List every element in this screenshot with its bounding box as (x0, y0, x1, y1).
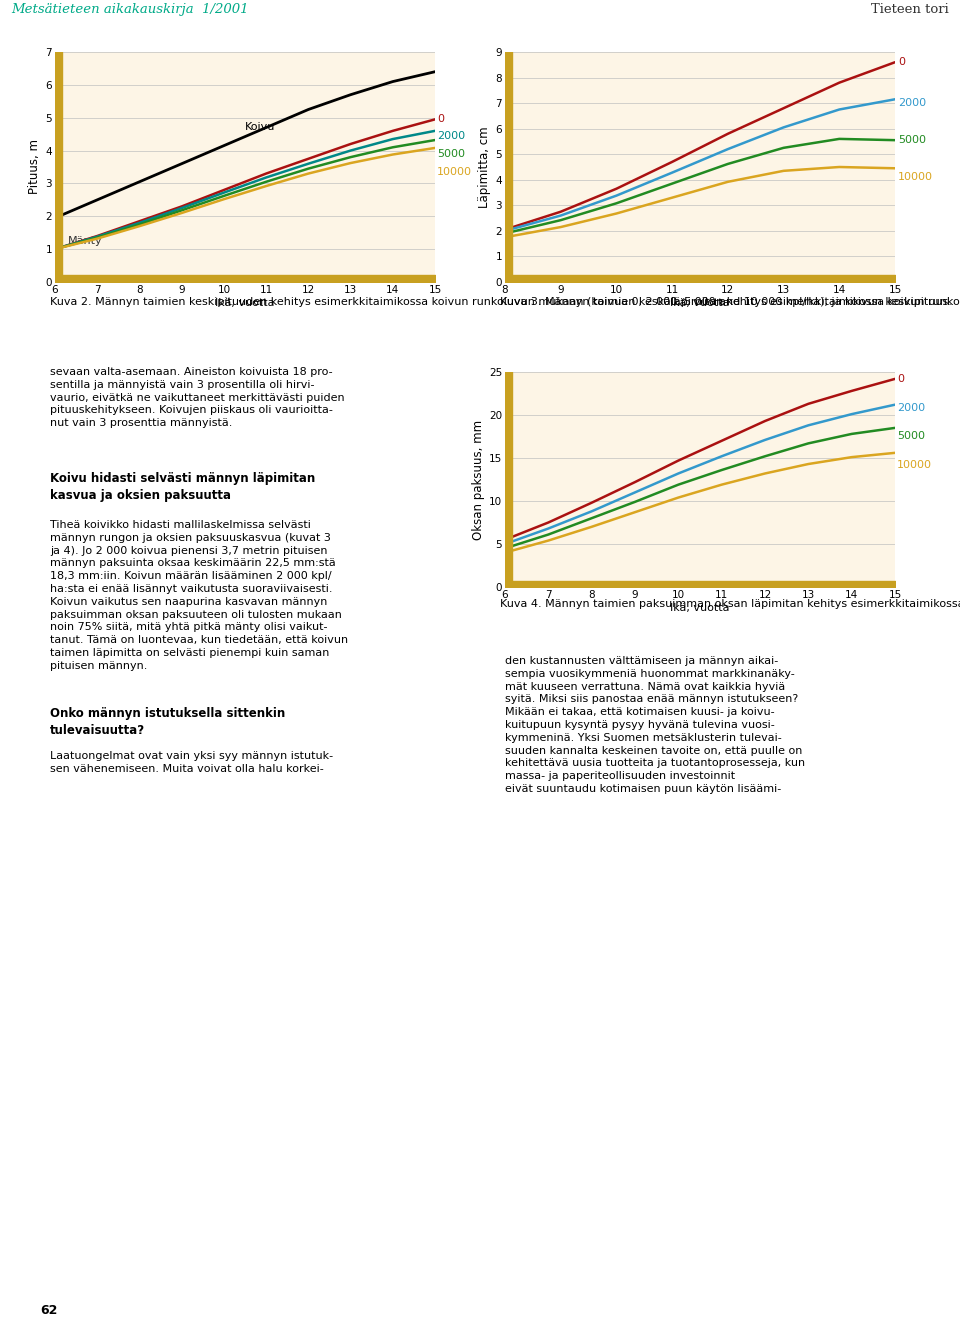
Text: 10000: 10000 (898, 460, 932, 470)
Text: 2000: 2000 (898, 98, 925, 108)
Y-axis label: Oksan paksuus, mm: Oksan paksuus, mm (471, 420, 485, 540)
X-axis label: Ikä, vuotta: Ikä, vuotta (670, 298, 730, 307)
Text: Mänty: Mänty (67, 237, 103, 246)
Text: 5000: 5000 (437, 149, 465, 159)
X-axis label: Ikä, vuotta: Ikä, vuotta (670, 602, 730, 613)
Text: 62: 62 (40, 1304, 58, 1317)
Text: Koivu hidasti selvästi männyn läpimitan
kasvua ja oksien paksuutta: Koivu hidasti selvästi männyn läpimitan … (50, 472, 315, 501)
Text: 0: 0 (898, 373, 904, 384)
Text: 0: 0 (437, 114, 444, 125)
Text: 10000: 10000 (898, 173, 933, 182)
Text: Kuva 2. Männyn taimien keskipituuden kehitys esimerkkitaimikossa koivun runkoluv: Kuva 2. Männyn taimien keskipituuden keh… (50, 296, 952, 307)
X-axis label: Ikä, vuotta: Ikä, vuotta (215, 298, 275, 307)
Text: 10000: 10000 (437, 167, 472, 177)
Text: den kustannusten välttämiseen ja männyn aikai-
sempia vuosikymmeniä huonommat ma: den kustannusten välttämiseen ja männyn … (505, 657, 805, 793)
Text: 5000: 5000 (898, 136, 925, 145)
Text: Metsätieteen aikakauskirja  1/2001: Metsätieteen aikakauskirja 1/2001 (12, 4, 249, 16)
Text: Laatuongelmat ovat vain yksi syy männyn istutuk-
sen vähenemiseen. Muita voivat : Laatuongelmat ovat vain yksi syy männyn … (50, 751, 333, 773)
Text: Tiheä koivikko hidasti mallilaskelmissa selvästi
männyn rungon ja oksien paksuus: Tiheä koivikko hidasti mallilaskelmissa … (50, 520, 348, 671)
Text: 2000: 2000 (437, 130, 466, 141)
Text: Kuva 3. Männyn taimien keskäläpimitan kehitys esimerkkitaimikossa koivun runkolu: Kuva 3. Männyn taimien keskäläpimitan ke… (500, 296, 960, 307)
Text: Tieteen tori: Tieteen tori (871, 4, 948, 16)
Y-axis label: Läpimitta, cm: Läpimitta, cm (478, 126, 492, 207)
Text: Koivu: Koivu (245, 122, 276, 132)
Y-axis label: Pituus, m: Pituus, m (29, 140, 41, 194)
Text: Kuva 4. Männyn taimien paksuimman oksan läpimitan kehitys esimerkkitaimikossa ko: Kuva 4. Männyn taimien paksuimman oksan … (500, 599, 960, 609)
Text: Onko männyn istutuksella sittenkin
tulevaisuutta?: Onko männyn istutuksella sittenkin tulev… (50, 707, 285, 736)
Text: sevaan valta-asemaan. Aineiston koivuista 18 pro-
sentilla ja männyistä vain 3 p: sevaan valta-asemaan. Aineiston koivuist… (50, 367, 345, 428)
Text: 5000: 5000 (898, 432, 925, 441)
Text: 0: 0 (898, 57, 904, 68)
Text: 2000: 2000 (898, 403, 925, 413)
